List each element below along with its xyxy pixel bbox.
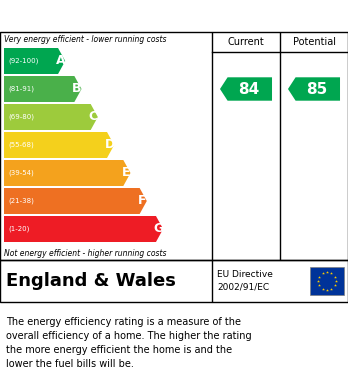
Text: 85: 85 xyxy=(306,81,327,97)
Polygon shape xyxy=(4,48,65,74)
Polygon shape xyxy=(220,77,272,101)
Polygon shape xyxy=(4,76,81,102)
Text: B: B xyxy=(72,83,82,95)
Text: (21-38): (21-38) xyxy=(8,198,34,204)
Text: C: C xyxy=(89,111,98,124)
Polygon shape xyxy=(4,160,130,186)
Text: Energy Efficiency Rating: Energy Efficiency Rating xyxy=(10,9,220,23)
Text: D: D xyxy=(104,138,114,151)
Text: EU Directive
2002/91/EC: EU Directive 2002/91/EC xyxy=(217,270,273,292)
Text: (69-80): (69-80) xyxy=(8,114,34,120)
Bar xyxy=(310,267,344,295)
Text: F: F xyxy=(138,194,147,208)
Text: (55-68): (55-68) xyxy=(8,142,34,148)
Polygon shape xyxy=(4,104,98,130)
Text: Potential: Potential xyxy=(293,37,335,47)
Text: A: A xyxy=(56,54,65,68)
Text: 84: 84 xyxy=(238,81,259,97)
Text: Very energy efficient - lower running costs: Very energy efficient - lower running co… xyxy=(4,34,166,43)
Text: (81-91): (81-91) xyxy=(8,86,34,92)
Polygon shape xyxy=(4,188,147,214)
Polygon shape xyxy=(4,132,114,158)
Text: (1-20): (1-20) xyxy=(8,226,29,232)
Text: E: E xyxy=(121,167,130,179)
Text: G: G xyxy=(153,222,164,235)
Polygon shape xyxy=(4,216,163,242)
Text: England & Wales: England & Wales xyxy=(6,272,176,290)
Text: (39-54): (39-54) xyxy=(8,170,34,176)
Text: (92-100): (92-100) xyxy=(8,58,38,64)
Text: The energy efficiency rating is a measure of the
overall efficiency of a home. T: The energy efficiency rating is a measur… xyxy=(6,317,252,369)
Text: Not energy efficient - higher running costs: Not energy efficient - higher running co… xyxy=(4,249,166,258)
Text: Current: Current xyxy=(228,37,264,47)
Polygon shape xyxy=(288,77,340,101)
